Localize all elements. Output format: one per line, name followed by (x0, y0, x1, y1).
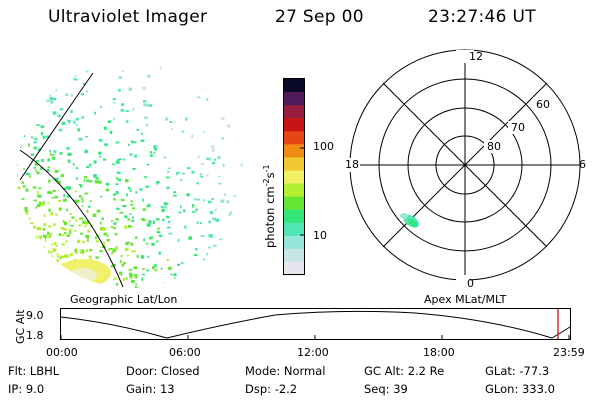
instrument-title: Ultraviolet Imager (48, 7, 208, 27)
altitude-ytick-low: 1.8 (26, 329, 44, 342)
altitude-ytick-high: 9.0 (26, 309, 44, 322)
polar-emission-patch (400, 213, 419, 228)
date-label: 27 Sep 00 (275, 7, 364, 27)
status-dsp: Dsp: -2.2 (245, 382, 298, 396)
colorbar-segment (284, 248, 304, 263)
auroral-emission-speckles (17, 62, 243, 288)
geographic-image (17, 62, 243, 288)
status-glon: GLon: 333.0 (485, 382, 555, 396)
lon-line-1 (19, 72, 94, 181)
colorbar-unit-label: photon cm-2s-1 (262, 164, 277, 248)
altitude-plot-frame (60, 308, 571, 340)
status-mode: Mode: Normal (245, 364, 326, 378)
colorbar-segment (284, 144, 304, 158)
status-gain: Gain: 13 (126, 382, 175, 396)
time-tick-1800: 18:00 (423, 346, 455, 359)
time-tick-0000: 00:00 (46, 346, 78, 359)
colorbar-segment (284, 131, 304, 145)
altitude-curve (60, 310, 571, 339)
colorbar-segment (284, 92, 304, 106)
geographic-caption: Geographic Lat/Lon (70, 293, 178, 306)
lat-label-60: 60 (536, 98, 550, 111)
time-tick-2359: 23:59 (553, 346, 585, 359)
apex-caption: Apex MLat/MLT (424, 293, 507, 306)
colorbar-segment (284, 79, 304, 93)
colorbar-segment (284, 157, 304, 171)
colorbar-tick-100: 100 (313, 140, 334, 153)
status-door: Door: Closed (126, 364, 200, 378)
altitude-plot (60, 308, 571, 340)
colorbar-segment (284, 196, 304, 211)
colorbar-tick-10: 10 (313, 229, 327, 242)
apex-polar-plot (342, 49, 581, 289)
mlt-label-6: 6 (579, 158, 586, 171)
mlt-label-0: 0 (467, 277, 474, 290)
colorbar-segment (284, 209, 304, 224)
colorbar-segment (284, 118, 304, 132)
colorbar-segment (284, 183, 304, 198)
lat-line-1 (19, 149, 124, 288)
time-tick-1200: 12:00 (297, 346, 329, 359)
status-flt: Flt: LBHL (8, 364, 60, 378)
mlt-label-12: 12 (469, 50, 483, 63)
time-label: 23:27:46 UT (428, 7, 536, 27)
colorbar-segment (284, 170, 304, 185)
status-ip: IP: 9.0 (8, 382, 45, 396)
lat-label-80: 80 (487, 140, 501, 153)
emission-core (69, 268, 97, 282)
status-glat: GLat: -77.3 (485, 364, 550, 378)
status-gc-alt: GC Alt: 2.2 Re (364, 364, 445, 378)
colorbar-segment (284, 235, 304, 250)
colorbar-segment (284, 222, 304, 237)
status-seq: Seq: 39 (364, 382, 408, 396)
mlt-label-18: 18 (345, 158, 359, 171)
colorbar-segment (284, 105, 304, 119)
lat-label-70: 70 (511, 121, 525, 134)
colorbar-segment (284, 261, 304, 276)
time-tick-0600: 06:00 (169, 346, 201, 359)
colorbar (283, 78, 305, 276)
